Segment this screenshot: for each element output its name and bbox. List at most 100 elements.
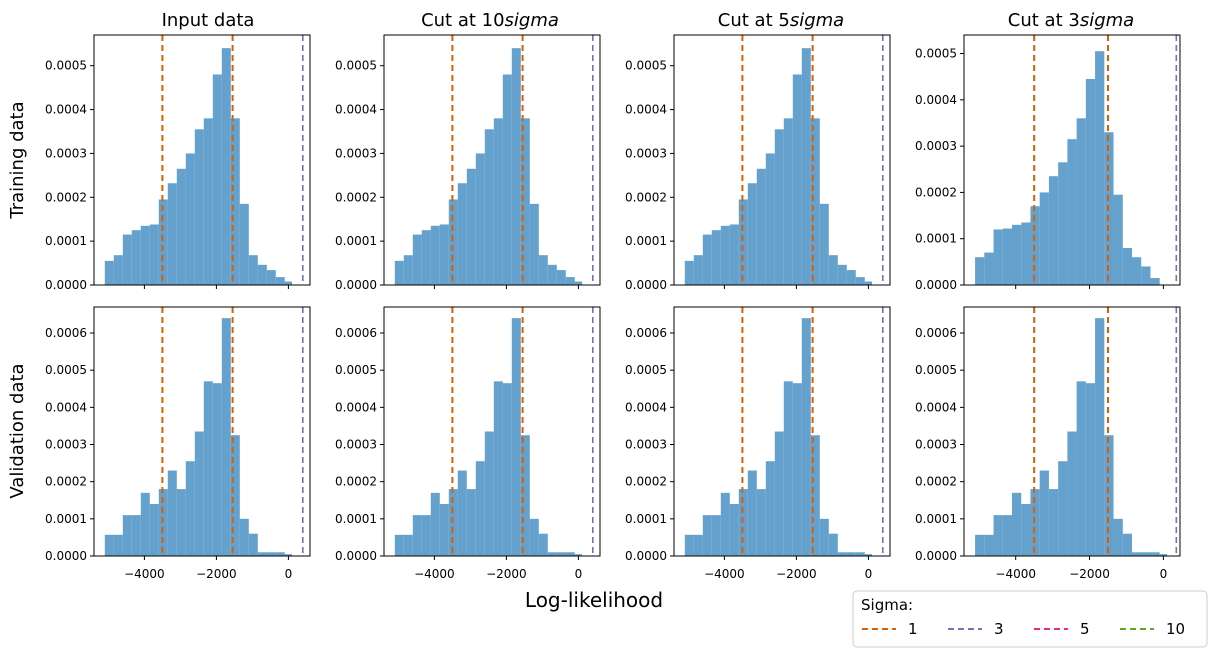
histogram-bar (140, 225, 150, 285)
histogram-bar (792, 74, 802, 285)
histogram-bar (1122, 533, 1132, 556)
histogram-bar (1113, 518, 1123, 556)
histogram-bar (738, 199, 748, 285)
axes-frame (93, 34, 311, 286)
column-title-1: Input data (162, 10, 255, 31)
y-tick-label: 0.0001 (45, 512, 87, 526)
y-tick-label: 0.0000 (45, 278, 87, 292)
histogram-bar (284, 281, 292, 285)
column-title-3: Cut at 5sigma (718, 10, 844, 31)
histogram-bar (185, 153, 195, 285)
histogram-bar (1150, 552, 1160, 556)
histogram-bar (693, 255, 703, 285)
histogram-bar (984, 252, 994, 285)
histogram-bar (1141, 552, 1151, 556)
histogram-bar (756, 168, 766, 285)
histogram-bar (993, 515, 1003, 556)
histogram-bar (565, 552, 575, 556)
histogram-bar (574, 281, 582, 285)
histogram-bar (783, 381, 793, 556)
histogram-bar (783, 118, 793, 285)
histogram-bar (547, 552, 557, 556)
histogram-bar (846, 552, 856, 556)
y-tick-label: 0.0003 (625, 438, 667, 452)
legend-item-sigma-1: 1 (862, 620, 918, 638)
histogram-bar (711, 230, 721, 285)
subplot-grid: 0.00000.00010.00020.00030.00040.00050.00… (45, 34, 1181, 581)
histogram-bar (556, 552, 566, 556)
histogram-bar (1048, 489, 1059, 556)
histogram-bar (756, 489, 766, 556)
x-tick-label: −2000 (196, 567, 237, 581)
histogram-bar (810, 118, 820, 285)
legend-items: 1 3 5 10 (862, 620, 1185, 638)
y-tick-label: 0.0006 (625, 326, 667, 340)
histogram-bar (122, 515, 132, 556)
histogram-bar (975, 534, 985, 556)
y-tick-label: 0.0004 (45, 103, 87, 117)
histogram-bar (194, 129, 204, 285)
histogram-bar (984, 534, 994, 556)
legend-item-sigma-10: 10 (1120, 620, 1185, 638)
legend-item-label: 10 (1166, 620, 1185, 638)
histogram-bar (810, 435, 820, 556)
y-tick-label: 0.0000 (335, 549, 377, 563)
axes-frame (963, 306, 1181, 557)
legend: Sigma: 1 3 5 10 (852, 590, 1208, 648)
histogram-bar (774, 129, 784, 285)
y-tick-label: 0.0005 (45, 59, 87, 73)
histogram-bar (837, 552, 847, 556)
histogram-bar (1150, 278, 1160, 285)
histogram-bar (212, 383, 222, 556)
legend-item-sigma-3: 3 (948, 620, 1004, 638)
histogram-bar (493, 118, 503, 285)
histogram-bar (556, 270, 566, 285)
y-tick-label: 0.0001 (915, 232, 957, 246)
y-tick-label: 0.0000 (915, 549, 957, 563)
histogram-bar (1076, 118, 1086, 285)
axes-frame (673, 306, 891, 557)
histogram-bar (257, 264, 267, 285)
column-title-2: Cut at 10sigma (421, 10, 559, 31)
histogram-bar (257, 552, 267, 556)
histogram-bar (565, 277, 575, 285)
histogram-bar (801, 48, 811, 285)
y-tick-label: 0.0004 (915, 400, 957, 414)
histogram-bar (1076, 381, 1086, 556)
subplot-1-1: 0.0000 0.0001 0.0002 0.0003 0.0004 0.0005 (45, 34, 311, 292)
histogram-bar (774, 431, 784, 556)
histogram-bar (1039, 192, 1049, 285)
y-tick-label: 0.0002 (335, 475, 377, 489)
y-tick-label: 0.0002 (45, 475, 87, 489)
histogram-bar (720, 492, 730, 556)
x-tick-label: −2000 (486, 567, 527, 581)
histogram-bar (1095, 318, 1105, 556)
axes-frame (93, 306, 311, 557)
histogram-bar (104, 260, 114, 285)
x-tick-label: −4000 (124, 567, 165, 581)
histogram-bar (538, 255, 548, 285)
subplot-2-2: 0.0000 0.0001 0.0002 0.0003 0.0004 0.0005 0.00… (335, 306, 601, 581)
subplot-1-2: 0.0000 0.0001 0.0002 0.0003 0.0004 0.0005 (335, 34, 601, 292)
y-tick-label: 0.0003 (45, 146, 87, 160)
histogram-bar (131, 230, 141, 285)
y-tick-label: 0.0001 (45, 234, 87, 248)
histogram-bar (1141, 266, 1151, 285)
histogram-bar (1104, 435, 1114, 556)
histogram-bar (1058, 162, 1068, 285)
histogram-bar (1021, 222, 1031, 285)
y-tick-label: 0.0004 (335, 103, 377, 117)
histogram-bar (511, 318, 521, 556)
y-tick-label: 0.0000 (915, 278, 957, 292)
histogram-bar (484, 431, 494, 556)
histogram-bar (185, 461, 195, 556)
y-tick-label: 0.0005 (915, 363, 957, 377)
histogram-bar (266, 552, 276, 556)
histogram-bar (720, 225, 730, 285)
histogram-bar (1085, 78, 1096, 286)
x-tick-label: 0 (1160, 567, 1168, 581)
histogram-bar (104, 534, 114, 556)
histogram-bar (529, 518, 539, 556)
y-tick-label: 0.0002 (335, 190, 377, 204)
